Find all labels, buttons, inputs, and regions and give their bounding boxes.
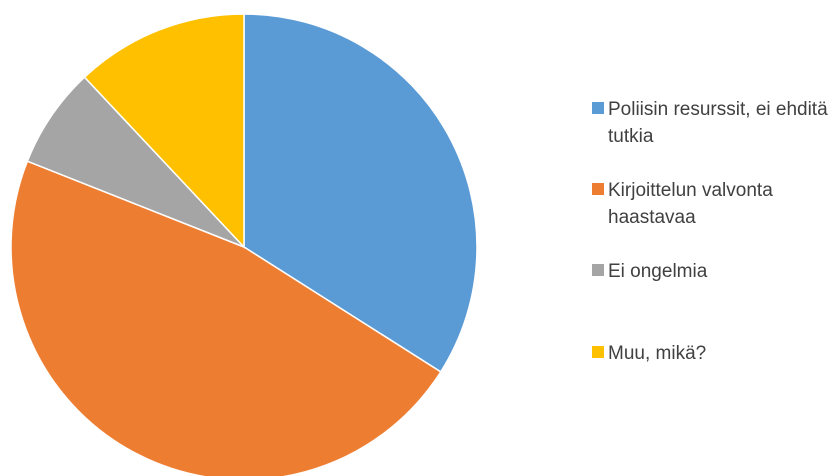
legend-label: Poliisin resurssit, ei ehditä tutkia xyxy=(608,99,828,147)
legend-label: Kirjoittelun valvonta haastavaa xyxy=(608,180,773,228)
pie-slice-1 xyxy=(10,160,442,476)
legend-swatch-0 xyxy=(592,102,604,114)
legend-item: Muu, mikä? xyxy=(592,340,830,367)
pie-slice-3 xyxy=(83,13,245,249)
pie-slice-0 xyxy=(243,13,478,373)
legend-label: Muu, mikä? xyxy=(608,343,707,364)
legend-item: Kirjoittelun valvonta haastavaa xyxy=(592,177,830,231)
legend-swatch-2 xyxy=(592,264,604,276)
legend-swatch-3 xyxy=(592,346,604,358)
legend-item: Poliisin resurssit, ei ehditä tutkia xyxy=(592,96,830,150)
legend-item: Ei ongelmia xyxy=(592,258,830,285)
pie-slice-2 xyxy=(26,76,245,248)
legend-label: Ei ongelmia xyxy=(608,261,708,282)
legend-swatch-1 xyxy=(592,183,604,195)
